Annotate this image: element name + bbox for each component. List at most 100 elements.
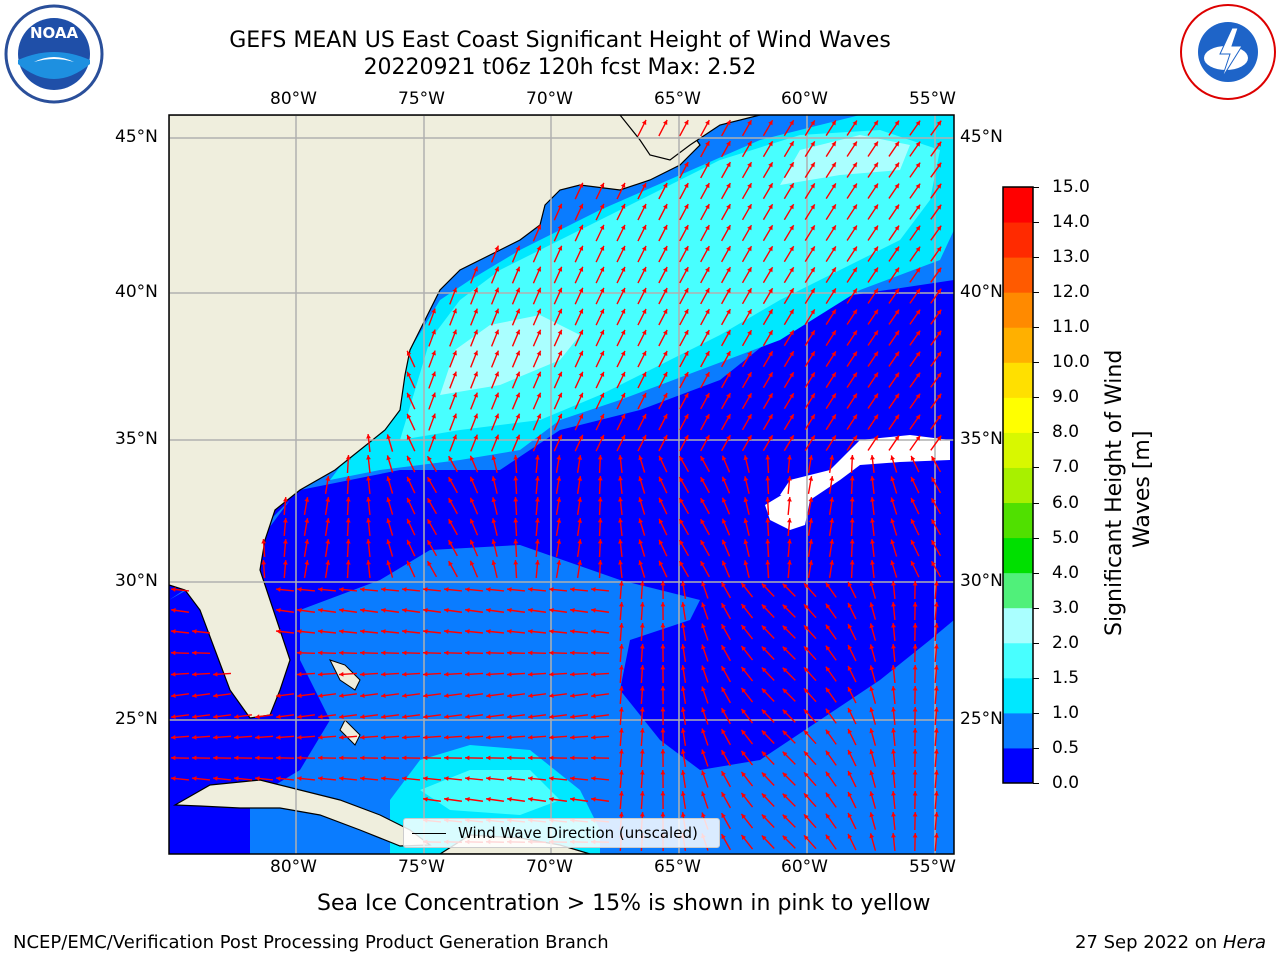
wave-direction-arrowhead [570, 776, 575, 781]
wave-direction-arrowhead [910, 455, 916, 461]
wave-direction-arrowhead [620, 371, 626, 377]
wave-direction-arrowhead [402, 607, 407, 613]
wave-direction-arrowhead [297, 693, 302, 698]
wave-direction-arrowhead [599, 266, 605, 272]
wave-direction-arrowhead [726, 393, 731, 399]
wave-direction-arrowhead [386, 518, 391, 524]
wave-direction-arrowhead [660, 791, 666, 796]
wave-direction-arrowhead [761, 709, 767, 715]
wave-direction-arrowhead [803, 772, 809, 778]
wave-direction-arrowhead [469, 560, 475, 566]
wave-direction-arrowhead [556, 455, 562, 460]
wave-direction-arrowhead [662, 288, 668, 294]
colorbar-segment [1003, 537, 1033, 574]
wave-direction-arrowhead [591, 607, 596, 613]
noaa-logo: NOAA [4, 4, 104, 104]
wave-direction-arrowhead [747, 204, 752, 210]
wave-direction-arrowhead [339, 650, 344, 656]
wave-direction-arrowhead [448, 477, 453, 483]
wave-direction-arrowhead [936, 372, 942, 378]
wave-direction-arrowhead [782, 688, 788, 694]
colorbar-tick-label: 14.0 [1052, 212, 1090, 233]
wave-direction-arrowhead [486, 671, 491, 677]
wave-direction-arrowhead [304, 497, 310, 502]
wave-direction-arrowhead [639, 770, 645, 775]
wave-direction-arrowhead [578, 245, 584, 251]
wave-direction-arrowhead [873, 393, 878, 399]
wave-direction-arrowhead [570, 587, 575, 592]
lon-label-bottom: 70°W [526, 857, 573, 877]
wave-direction-arrowhead [891, 812, 896, 817]
wave-direction-arrowhead [721, 750, 726, 756]
wave-direction-arrowhead [465, 776, 470, 781]
wave-direction-arrowhead [679, 477, 684, 483]
wave-direction-arrowhead [803, 625, 809, 631]
wave-direction-arrowhead [599, 434, 605, 440]
wave-direction-arrowhead [507, 671, 512, 677]
wave-direction-arrowhead [891, 686, 896, 691]
wave-direction-arrowhead [599, 308, 605, 314]
wave-direction-arrowhead [852, 288, 857, 294]
wave-direction-arrowhead [891, 749, 896, 754]
wave-direction-arrowhead [528, 607, 533, 613]
wave-direction-arrowhead [339, 755, 344, 761]
wave-direction-arrowhead [591, 796, 596, 802]
wave-direction-arrowhead [847, 770, 853, 776]
wave-direction-arrowhead [684, 414, 689, 420]
wave-direction-arrowhead [345, 455, 351, 460]
wave-direction-arrowhead [869, 770, 875, 776]
wave-direction-arrowhead [366, 476, 371, 481]
wave-direction-arrowhead [705, 162, 710, 168]
wave-direction-arrowhead [765, 560, 771, 565]
wave-direction-arrowhead [915, 414, 921, 420]
wave-direction-arrowhead [852, 309, 857, 315]
ice-note: Sea Ice Concentration > 15% is shown in … [317, 891, 931, 916]
wave-direction-arrowhead [741, 792, 747, 798]
wave-direction-arrowhead [318, 755, 323, 761]
wave-direction-arrowhead [494, 350, 499, 356]
colorbar-segment [1003, 572, 1033, 609]
wave-direction-arrowhead [726, 141, 731, 147]
wave-direction-arrowhead [933, 644, 939, 649]
wave-direction-arrowhead [721, 476, 727, 482]
wave-direction-arrowhead [577, 476, 583, 481]
wave-direction-arrowhead [283, 560, 288, 565]
wave-direction-arrowhead [803, 646, 809, 652]
wave-direction-arrowhead [171, 776, 176, 781]
wave-direction-arrowhead [444, 629, 449, 634]
wave-direction-arrowhead [721, 792, 726, 798]
wave-direction-arrowhead [515, 413, 521, 419]
wave-direction-arrowhead [171, 629, 176, 634]
wave-direction-arrowhead [276, 734, 281, 740]
lon-label-top: 70°W [526, 89, 573, 109]
colorbar-tick-label: 13.0 [1052, 247, 1090, 268]
wave-direction-arrowhead [894, 267, 900, 273]
wave-direction-arrowhead [339, 693, 344, 698]
wave-direction-arrowhead [810, 309, 815, 315]
wave-direction-arrowhead [894, 351, 900, 357]
wave-direction-arrowhead [831, 435, 836, 441]
wave-direction-arrowhead [255, 755, 260, 761]
wave-direction-arrowhead [870, 476, 875, 481]
wave-direction-arrowhead [831, 204, 836, 210]
wave-direction-arrowhead [431, 371, 436, 377]
colorbar-tick-label: 2.0 [1052, 632, 1080, 653]
wave-direction-arrowhead [847, 665, 853, 671]
wave-direction-arrowhead [507, 650, 512, 656]
wave-direction-arrowhead [747, 141, 752, 147]
wave-direction-arrowhead [803, 814, 809, 820]
wave-direction-arrowhead [933, 707, 939, 712]
wave-direction-arrowhead [591, 776, 596, 781]
wave-direction-arrowhead [507, 629, 512, 634]
wave-direction-arrowhead [782, 835, 788, 841]
wave-direction-arrowhead [360, 671, 365, 677]
wave-direction-arrowhead [847, 791, 853, 797]
wave-direction-arrowhead [679, 498, 684, 504]
wave-direction-arrowhead [931, 540, 936, 546]
wave-direction-arrowhead [726, 120, 731, 126]
wave-direction-arrowhead [721, 518, 727, 524]
wave-direction-arrowhead [339, 671, 344, 677]
wave-direction-arrowhead [515, 308, 521, 314]
wave-direction-arrowhead [747, 372, 752, 378]
wave-direction-arrowhead [852, 414, 857, 420]
